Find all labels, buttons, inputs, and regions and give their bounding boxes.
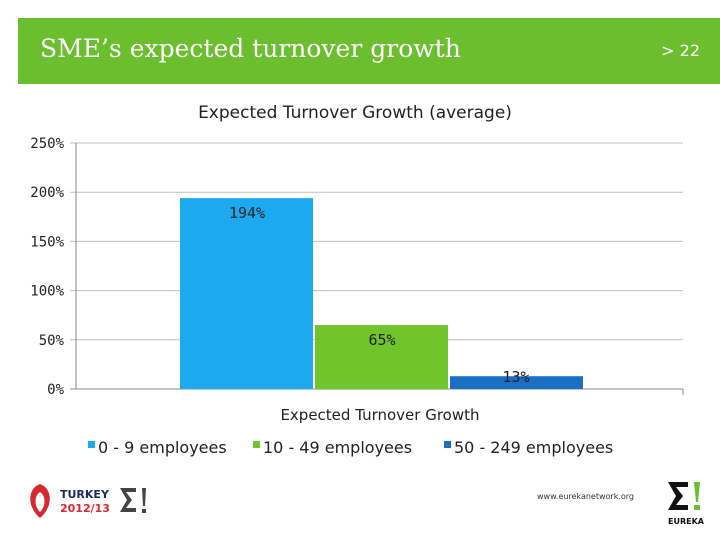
legend-swatch xyxy=(88,441,95,448)
chart-legend: 0 - 9 employees 10 - 49 employees 50 - 249… xyxy=(88,438,613,457)
legend-swatch xyxy=(444,441,451,448)
bar-3 xyxy=(450,376,583,389)
legend-label: 0 - 9 employees xyxy=(98,438,227,457)
eureka-sigma-icon xyxy=(668,482,688,510)
turkey-logo-country: TURKEY xyxy=(60,488,110,501)
eureka-sigma-gray-icon xyxy=(120,488,136,512)
page-indicator: > 22 xyxy=(661,41,700,60)
bar-data-label: 194% xyxy=(229,204,265,222)
legend-label: 50 - 249 employees xyxy=(454,438,613,457)
bar-2 xyxy=(315,325,448,389)
y-tick-label: 200% xyxy=(30,185,64,201)
turkey-chairmanship-logo: TURKEY 2012/13 xyxy=(30,484,146,518)
eureka-logo: EUREKA xyxy=(664,476,708,530)
y-tick-label: 250% xyxy=(30,136,64,152)
slide-header: SME’s expected turnover growth > 22 xyxy=(18,18,720,84)
slide-title: SME’s expected turnover growth xyxy=(40,34,461,63)
y-tick-label: 0% xyxy=(47,382,64,398)
footer-url: www.eurekanetwork.org xyxy=(537,492,635,501)
y-tick-label: 100% xyxy=(30,284,64,300)
y-tick-label: 150% xyxy=(30,234,64,250)
eureka-logo-text: EUREKA xyxy=(668,517,705,526)
y-tick-label: 50% xyxy=(39,333,65,349)
chart-title: Expected Turnover Growth (average) xyxy=(198,103,512,123)
bar-chart: Expected Turnover Growth (average) 0% 50%… xyxy=(30,103,684,457)
x-axis-category-label: Expected Turnover Growth xyxy=(280,406,479,424)
bar-1 xyxy=(180,198,313,389)
bar-data-label: 65% xyxy=(368,331,395,349)
bar-data-label: 13% xyxy=(502,368,529,386)
legend-label: 10 - 49 employees xyxy=(263,438,412,457)
turkey-logo-years: 2012/13 xyxy=(60,502,110,515)
legend-swatch xyxy=(253,441,260,448)
